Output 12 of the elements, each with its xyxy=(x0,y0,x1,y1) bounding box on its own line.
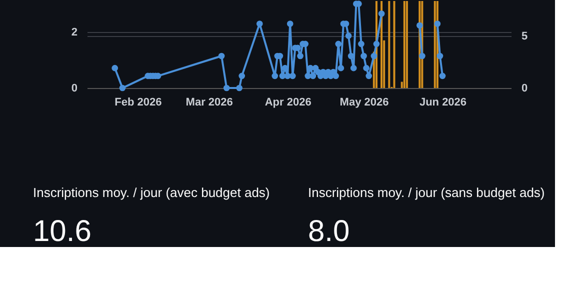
x-tick-label: Jun 2026 xyxy=(419,96,467,108)
x-tick-label: Feb 2026 xyxy=(114,96,162,108)
x-tick-label: Mar 2026 xyxy=(186,96,233,108)
y2-tick-label: 5 xyxy=(522,30,528,43)
text: 10.6 xyxy=(33,215,92,248)
text: 8.0 xyxy=(308,215,350,248)
x-tick-label: May 2026 xyxy=(340,96,389,108)
text: Inscriptions moy. / jour (sans budget ads) xyxy=(308,185,545,200)
y-tick-label: 2 xyxy=(71,26,78,38)
y2-tick-label: 0 xyxy=(522,82,528,94)
x-tick-label: Apr 2026 xyxy=(264,96,312,108)
text: Inscriptions moy. / jour (avec budget ads) xyxy=(33,185,270,200)
